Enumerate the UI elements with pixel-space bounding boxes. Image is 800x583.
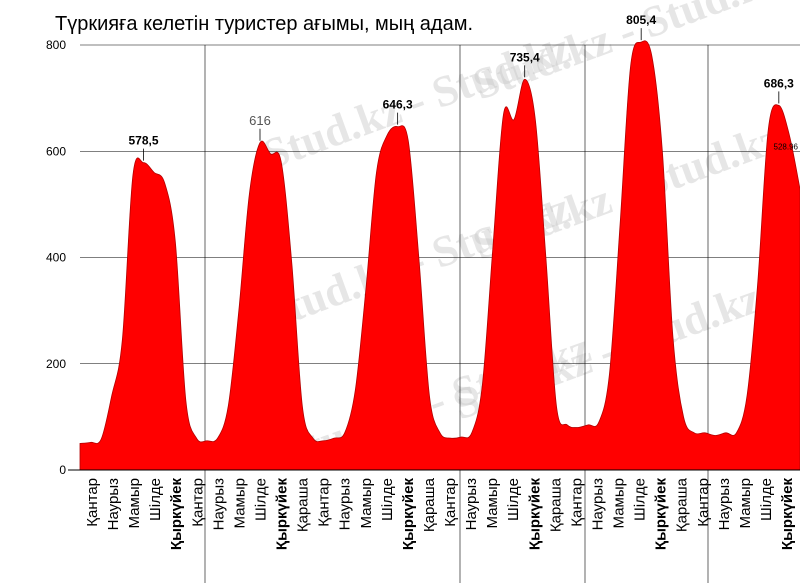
x-tick-label-23: Қантар (568, 478, 585, 527)
y-tick-label-800: 800 (46, 38, 66, 52)
x-tick-label-17: Қантар (442, 478, 459, 527)
x-tick-label-20: Шілде (505, 478, 522, 521)
x-tick-label-16: Қараша (421, 477, 438, 532)
x-tick-label-22: Қараша (547, 477, 564, 532)
x-tick-label-1: Наурыз (105, 478, 122, 530)
peak-label-0: 578,5 (129, 134, 159, 148)
x-tick-label-8: Шілде (252, 478, 269, 521)
y-tick-label-0: 0 (59, 463, 66, 477)
peak-label-2: 646,3 (383, 98, 413, 112)
x-tick-label-13: Мамыр (358, 478, 375, 528)
x-tick-label-0: Қантар (84, 478, 101, 527)
y-tick-label-600: 600 (46, 144, 66, 158)
x-tick-label-27: Қыркүйек (653, 478, 670, 551)
x-tick-label-2: Мамыр (126, 478, 143, 528)
y-tick-label-400: 400 (46, 251, 66, 265)
x-tick-label-31: Мамыр (737, 478, 754, 528)
x-tick-label-24: Наурыз (589, 478, 606, 530)
peak-label-5: 686,3 (764, 76, 794, 90)
x-tick-label-5: Қантар (189, 478, 206, 527)
y-tick-label-200: 200 (46, 357, 66, 371)
x-tick-label-10: Қараша (295, 477, 312, 532)
x-tick-label-4: Қыркүйек (168, 478, 185, 551)
x-tick-label-15: Қыркүйек (400, 478, 417, 551)
x-tick-label-33: Қыркүйек (779, 478, 796, 551)
x-tick-label-18: Наурыз (463, 478, 480, 530)
x-tick-label-11: Қантар (316, 478, 333, 527)
x-tick-label-12: Наурыз (337, 478, 354, 530)
x-tick-label-14: Шілде (379, 478, 396, 521)
x-tick-label-32: Шілде (758, 478, 775, 521)
x-tick-label-3: Шілде (147, 478, 164, 521)
chart-title: Түркияға келетін туристер ағымы, мың ада… (55, 13, 473, 35)
peak-label-1: 616 (249, 113, 271, 128)
x-tick-label-9: Қыркүйек (274, 478, 291, 551)
x-tick-label-6: Наурыз (210, 478, 227, 530)
end-value-label: 528.96 (774, 142, 799, 151)
x-tick-label-26: Шілде (632, 478, 649, 521)
series-area (79, 40, 800, 471)
x-tick-label-7: Мамыр (231, 478, 248, 528)
x-tick-label-19: Мамыр (484, 478, 501, 528)
x-tick-label-30: Наурыз (716, 478, 733, 530)
x-tick-label-21: Қыркүйек (526, 478, 543, 551)
x-tick-label-28: Қараша (674, 477, 691, 532)
x-tick-label-29: Қантар (695, 478, 712, 527)
peak-label-4: 805,4 (626, 13, 656, 27)
peak-label-3: 735,4 (510, 50, 540, 64)
x-tick-label-25: Мамыр (611, 478, 628, 528)
